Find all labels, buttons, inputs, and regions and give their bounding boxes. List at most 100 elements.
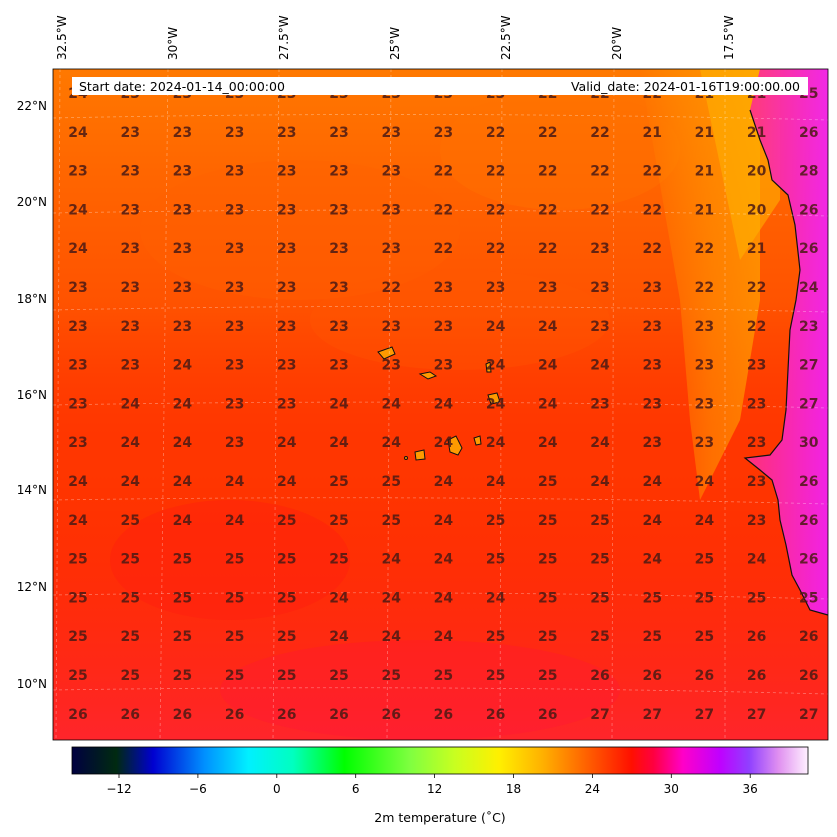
- colorbar-tick-label: 6: [352, 782, 360, 796]
- colorbar: −12 −6 0 6 12 18 24 30 36 2m temperature (˚C): [71, 746, 809, 825]
- grid-value: 24: [590, 474, 610, 490]
- lat-label: 12°N: [17, 580, 47, 594]
- grid-value: 23: [381, 164, 400, 180]
- grid-value: 25: [120, 552, 139, 568]
- grid-value: 25: [538, 668, 557, 684]
- grid-value: 23: [225, 396, 244, 412]
- colorbar-tick-label: 24: [585, 782, 600, 796]
- grid-value: 26: [799, 202, 818, 218]
- grid-value: 26: [799, 241, 818, 257]
- grid-value: 23: [68, 358, 87, 374]
- grid-value: 22: [486, 125, 505, 141]
- grid-value: 23: [799, 319, 818, 335]
- grid-value: 25: [277, 668, 296, 684]
- grid-value: 30: [799, 435, 819, 451]
- grid-value: 27: [590, 707, 609, 723]
- grid-value: 23: [225, 358, 244, 374]
- grid-value: 26: [695, 668, 714, 684]
- grid-value: 24: [590, 435, 610, 451]
- map-frame: [52, 68, 829, 741]
- grid-value: 22: [590, 202, 609, 218]
- grid-value: 23: [329, 358, 348, 374]
- latitude-labels: 22°N 20°N 18°N 16°N 14°N 12°N 10°N: [17, 99, 47, 691]
- grid-value: 23: [434, 125, 453, 141]
- grid-value: 23: [747, 358, 766, 374]
- grid-value: 23: [329, 241, 348, 257]
- grid-value: 25: [277, 629, 296, 645]
- grid-value: 23: [329, 280, 348, 296]
- grid-value: 25: [68, 668, 87, 684]
- grid-value: 26: [590, 668, 609, 684]
- grid-value: 25: [486, 668, 505, 684]
- colorbar-gradient: [71, 746, 809, 775]
- grid-value: 24: [642, 513, 662, 529]
- valid-date-text: Valid_date: 2024-01-16T19:00:00.00: [571, 79, 800, 94]
- grid-value: 23: [68, 280, 87, 296]
- grid-value: 23: [590, 396, 609, 412]
- grid-value: 22: [695, 280, 714, 296]
- grid-value: 24: [590, 358, 610, 374]
- grid-value: 23: [120, 125, 139, 141]
- grid-value: 26: [799, 552, 818, 568]
- grid-value: 26: [120, 707, 139, 723]
- grid-value: 23: [225, 280, 244, 296]
- grid-value: 26: [747, 668, 766, 684]
- grid-value: 23: [590, 319, 609, 335]
- grid-value: 24: [225, 513, 245, 529]
- grid-value: 23: [68, 396, 87, 412]
- grid-value: 22: [538, 164, 557, 180]
- grid-value: 22: [434, 164, 453, 180]
- colorbar-tick-label: 0: [273, 782, 281, 796]
- grid-value: 24: [538, 358, 558, 374]
- grid-value: 23: [173, 319, 192, 335]
- grid-value: 25: [329, 552, 348, 568]
- grid-value: 25: [538, 590, 557, 606]
- colorbar-tick-label: −6: [189, 782, 207, 796]
- grid-value: 25: [173, 629, 192, 645]
- grid-value: 23: [642, 435, 661, 451]
- lon-label: 27.5°W: [277, 15, 291, 60]
- grid-value: 22: [747, 280, 766, 296]
- grid-value: 25: [68, 629, 87, 645]
- grid-value: 25: [120, 629, 139, 645]
- grid-value: 24: [277, 435, 297, 451]
- colorbar-tick-label: 36: [743, 782, 758, 796]
- grid-value: 24: [329, 435, 349, 451]
- grid-value: 25: [590, 513, 609, 529]
- grid-value: 25: [277, 590, 296, 606]
- grid-value: 23: [695, 396, 714, 412]
- grid-value: 22: [642, 202, 661, 218]
- grid-value: 24: [486, 435, 506, 451]
- grid-value: 25: [799, 590, 818, 606]
- grid-value: 24: [68, 474, 88, 490]
- grid-value: 22: [486, 241, 505, 257]
- grid-value: 25: [68, 552, 87, 568]
- grid-value: 25: [590, 590, 609, 606]
- grid-value: 24: [695, 513, 715, 529]
- grid-value: 24: [486, 590, 506, 606]
- grid-value: 23: [225, 164, 244, 180]
- grid-value: 23: [590, 280, 609, 296]
- grid-value: 22: [434, 202, 453, 218]
- grid-value: 24: [68, 202, 88, 218]
- grid-value: 26: [799, 513, 818, 529]
- lon-label: 22.5°W: [499, 15, 513, 60]
- grid-value: 22: [538, 202, 557, 218]
- cape-verde-islands: [377, 346, 501, 461]
- grid-value: 21: [695, 164, 714, 180]
- grid-value: 23: [277, 358, 296, 374]
- grid-value: 21: [695, 125, 714, 141]
- grid-value: 24: [434, 396, 454, 412]
- grid-value: 23: [747, 396, 766, 412]
- colorbar-tick-label: 12: [427, 782, 442, 796]
- grid-value: 24: [68, 513, 88, 529]
- grid-value: 24: [486, 396, 506, 412]
- grid-value: 24: [434, 513, 454, 529]
- lat-label: 22°N: [17, 99, 47, 113]
- grid-value: 25: [120, 590, 139, 606]
- grid-value: 28: [799, 164, 818, 180]
- grid-value: 24: [173, 396, 193, 412]
- grid-value: 23: [590, 241, 609, 257]
- grid-value: 24: [68, 125, 88, 141]
- grid-value: 25: [120, 668, 139, 684]
